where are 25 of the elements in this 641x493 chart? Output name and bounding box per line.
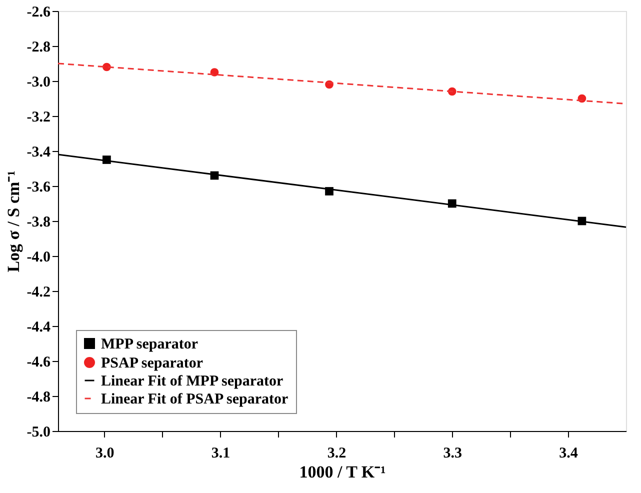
- y-tick-label: -5.0: [26, 424, 50, 440]
- y-tick-label: -2.6: [26, 4, 51, 20]
- y-tick-label: -3.4: [26, 144, 51, 160]
- y-tick-label: -4.6: [26, 354, 51, 370]
- y-tick-label: -2.8: [26, 40, 50, 56]
- y-tick-label: -4.0: [26, 250, 50, 266]
- y-tick-label: -3.6: [26, 180, 51, 196]
- y-tick-label: -3.8: [26, 214, 50, 230]
- x-tick-label: 3.3: [443, 446, 462, 462]
- legend-label: Linear Fit of MPP separator: [101, 374, 284, 390]
- x-axis-title: 1000 / T K⁻¹: [299, 462, 386, 482]
- legend-label: PSAP separator: [101, 356, 204, 372]
- x-tick-label: 3.2: [327, 446, 346, 462]
- y-tick-label: -4.8: [26, 390, 50, 406]
- x-tick-label: 3.4: [559, 446, 578, 462]
- y-tick-label: -4.4: [26, 320, 51, 336]
- y-tick-label: -3.2: [26, 110, 50, 126]
- y-axis-title: Log σ / S cm⁻¹: [4, 170, 23, 272]
- x-tick-label: 3.0: [95, 446, 114, 462]
- legend-label: Linear Fit of PSAP separator: [101, 392, 289, 408]
- point: [210, 68, 219, 76]
- x-tick-label: 3.1: [211, 446, 230, 462]
- y-tick-label: -4.2: [26, 284, 50, 300]
- legend-label: MPP separator: [101, 336, 198, 352]
- y-tick-label: -3.0: [26, 74, 50, 90]
